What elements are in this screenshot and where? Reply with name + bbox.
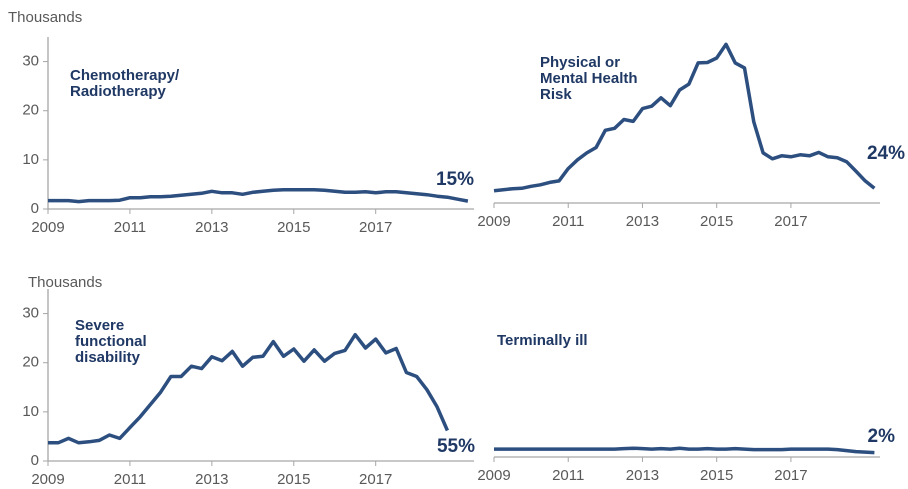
x-tick-label: 2013 [626,467,659,484]
annotation: 55% [437,436,475,457]
x-tick-label: 2013 [195,219,228,236]
series-label: Terminally ill [497,332,588,349]
x-tick-label: 2017 [359,219,392,236]
x-tick-label: 2009 [31,471,64,488]
x-tick-label: 2009 [477,213,510,230]
x-tick-label: 2011 [114,219,146,236]
annotation: 24% [867,143,905,164]
x-tick-label: 2011 [552,467,584,484]
y-axis-label: Thousands [28,274,102,291]
x-tick-label: 2013 [195,471,228,488]
series-label: Physical or Mental Health Risk [540,54,638,103]
y-tick-label: 30 [22,305,39,322]
y-tick-label: 10 [22,151,39,168]
y-axis-label: Thousands [8,9,82,26]
x-tick-label: 2013 [626,213,659,230]
y-tick-label: 10 [22,403,39,420]
series-label: Severe functional disability [75,317,147,366]
y-tick-label: 20 [22,354,39,371]
series-line [493,42,876,193]
x-tick-label: 2011 [552,213,584,230]
series-line [48,188,469,204]
y-tick-label: 20 [22,102,39,119]
x-tick-label: 2017 [774,213,807,230]
x-tick-label: 2009 [31,219,64,236]
x-tick-label: 2009 [477,467,510,484]
x-tick-label: 2015 [277,219,310,236]
x-tick-label: 2017 [359,471,392,488]
y-tick-label: 0 [31,200,39,217]
x-tick-label: 2015 [700,213,733,230]
y-tick-label: 30 [22,53,39,70]
x-tick-label: 2017 [774,467,807,484]
x-tick-label: 2011 [114,471,146,488]
annotation: 15% [436,169,474,190]
x-tick-label: 2015 [277,471,310,488]
series-label: Chemotherapy/ Radiotherapy [70,67,180,100]
annotation: 2% [868,426,896,447]
x-tick-label: 2015 [700,467,733,484]
series-line [48,332,450,445]
y-tick-label: 0 [31,452,39,469]
series-line [494,446,875,455]
